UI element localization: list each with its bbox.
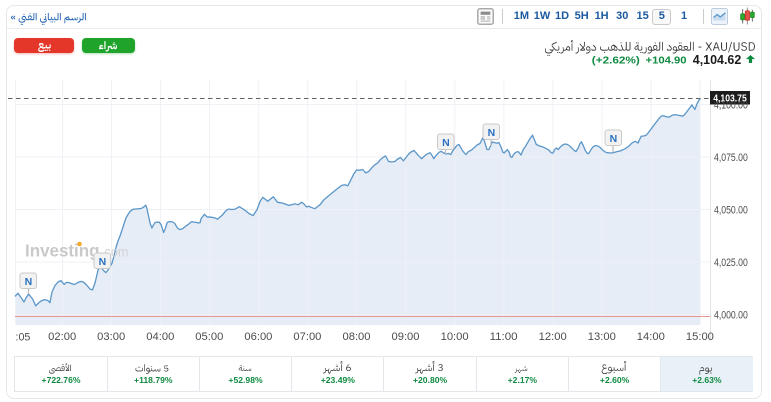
svg-text:4,025.00: 4,025.00 bbox=[714, 257, 748, 269]
svg-text:(+2.62%): (+2.62%) bbox=[592, 55, 640, 66]
svg-text:Investing: Investing bbox=[25, 241, 100, 261]
svg-text:4,075.00: 4,075.00 bbox=[714, 152, 748, 164]
svg-text:N: N bbox=[488, 127, 496, 139]
svg-text:10:00: 10:00 bbox=[441, 331, 469, 343]
svg-text:05:00: 05:00 bbox=[195, 331, 223, 343]
svg-text::05: :05 bbox=[16, 332, 31, 344]
svg-text:N: N bbox=[99, 256, 107, 268]
svg-text:13:00: 13:00 bbox=[588, 331, 616, 343]
svg-text:N: N bbox=[610, 133, 618, 145]
svg-text:4,000.00: 4,000.00 bbox=[714, 309, 748, 321]
svg-text:4,050.00: 4,050.00 bbox=[714, 204, 748, 216]
svg-text:4,104.62: 4,104.62 bbox=[693, 52, 742, 67]
svg-text:06:00: 06:00 bbox=[244, 331, 272, 343]
svg-text:+104.90: +104.90 bbox=[646, 55, 688, 66]
svg-text:08:00: 08:00 bbox=[343, 331, 371, 343]
svg-text:N: N bbox=[25, 276, 33, 288]
svg-text:04:00: 04:00 bbox=[146, 331, 174, 343]
svg-text:4,103.75: 4,103.75 bbox=[713, 93, 747, 104]
svg-text:07:00: 07:00 bbox=[293, 331, 321, 343]
svg-text:15:00: 15:00 bbox=[686, 331, 714, 343]
svg-text:02:00: 02:00 bbox=[48, 331, 76, 343]
svg-text:4,100.00: 4,100.00 bbox=[714, 99, 748, 111]
svg-text:09:00: 09:00 bbox=[392, 331, 420, 343]
svg-text:11:00: 11:00 bbox=[490, 331, 518, 343]
svg-text:14:00: 14:00 bbox=[637, 331, 665, 343]
svg-text:03:00: 03:00 bbox=[97, 331, 125, 343]
svg-text:N: N bbox=[442, 137, 450, 149]
svg-text:12:00: 12:00 bbox=[539, 331, 567, 343]
